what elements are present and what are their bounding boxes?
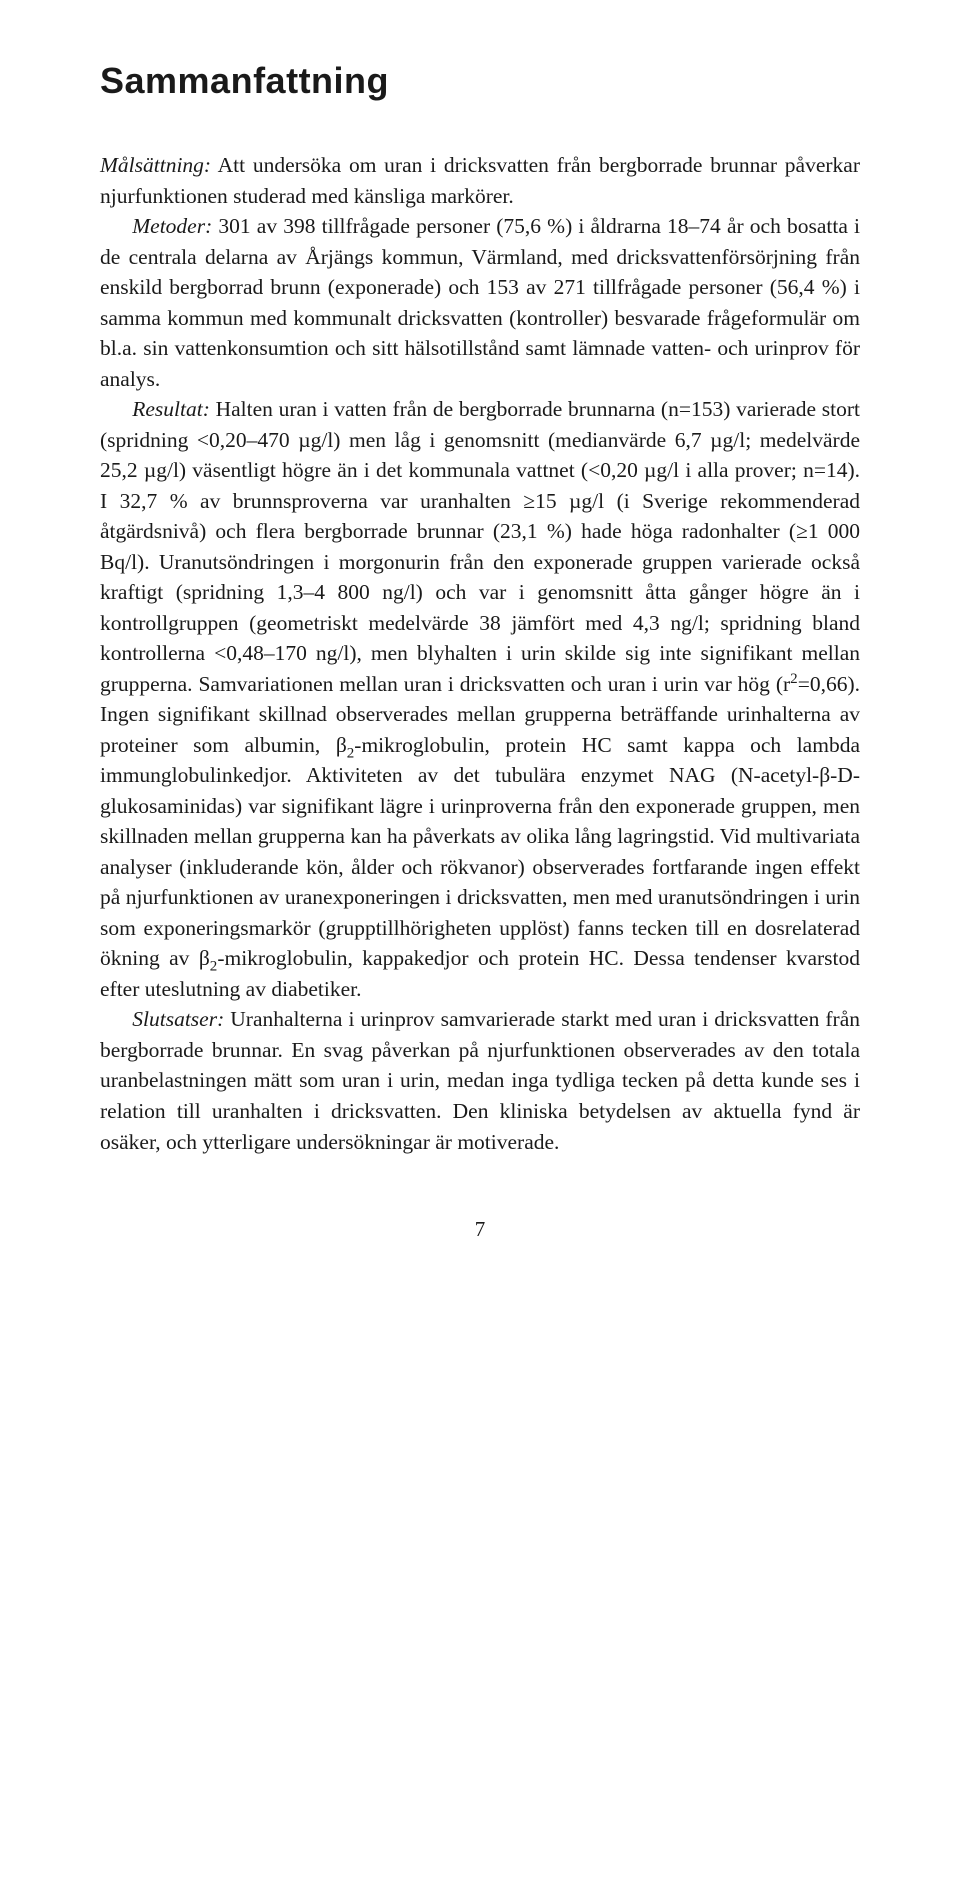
section-heading: Sammanfattning <box>100 60 860 102</box>
body-text: -mikroglobulin, protein HC samt kappa oc… <box>100 733 860 971</box>
paragraph-methods: Metoder: 301 av 398 tillfrågade personer… <box>100 211 860 394</box>
body-text: Att undersöka om uran i dricksvatten frå… <box>100 153 860 208</box>
page-number: 7 <box>100 1217 860 1242</box>
body-text: Halten uran i vatten från de bergborrade… <box>100 397 860 696</box>
lead-label: Slutsatser: <box>132 1007 224 1031</box>
body-text: 301 av 398 tillfrågade personer (75,6 %)… <box>100 214 860 391</box>
superscript: 2 <box>790 671 798 687</box>
lead-label: Resultat: <box>132 397 210 421</box>
paragraph-objective: Målsättning: Att undersöka om uran i dri… <box>100 150 860 211</box>
body-text: -mikroglobulin, kappakedjor och protein … <box>100 946 860 1001</box>
lead-label: Målsättning: <box>100 153 211 177</box>
lead-label: Metoder: <box>132 214 212 238</box>
paragraph-conclusions: Slutsatser: Uranhalterna i urinprov samv… <box>100 1004 860 1157</box>
paragraph-results: Resultat: Halten uran i vatten från de b… <box>100 394 860 1004</box>
